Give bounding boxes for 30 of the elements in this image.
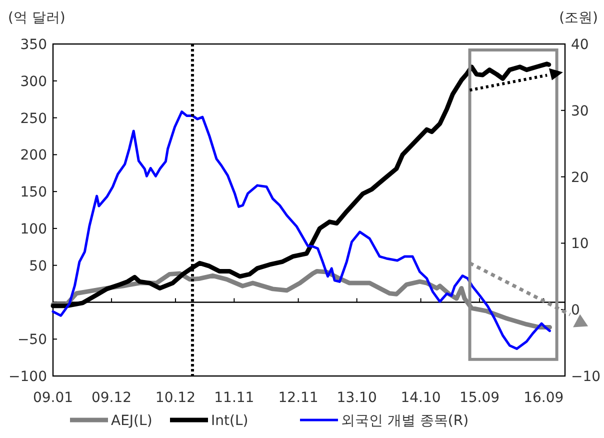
- x-tick-label: 15.09: [459, 390, 500, 406]
- x-tick-label: 10.12: [155, 390, 196, 406]
- x-tick-label: 09.12: [91, 390, 132, 406]
- x-tick-label: 14.10: [400, 390, 441, 406]
- y-tick-label: 150: [20, 184, 47, 201]
- y2-tick-label: 10: [571, 236, 589, 252]
- y-tick-label: −100: [8, 369, 47, 385]
- y-axis-title: (억 달러): [8, 10, 66, 26]
- x-tick-label: 13.10: [336, 390, 377, 406]
- legend-label: 외국인 개별 종목(R): [341, 413, 469, 429]
- line-series: [52, 110, 552, 350]
- x-tick-label: 12.11: [278, 390, 318, 406]
- y-tick-label: 300: [20, 74, 47, 90]
- legend-label: Int(L): [211, 413, 248, 429]
- legend-label: AEJ(L): [111, 413, 152, 429]
- y-tick-label: 250: [20, 110, 47, 127]
- y-tick-label: 100: [20, 221, 47, 238]
- x-tick-label: 16.09: [524, 390, 564, 406]
- y-tick-label: 200: [20, 148, 47, 164]
- y2-tick-label: 20: [571, 170, 589, 186]
- x-tick-label: 09.01: [32, 390, 74, 406]
- y2-tick-label: 30: [571, 103, 589, 120]
- y-tick-label: 50: [29, 258, 47, 274]
- y2-axis-title: (조원): [559, 10, 598, 26]
- y2-tick-label: 40: [571, 37, 589, 53]
- y2-tick-label: 0: [571, 302, 580, 319]
- y2-tick-label: −10: [571, 369, 601, 385]
- y-tick-label: −50: [17, 332, 47, 348]
- y-tick-label: 350: [20, 37, 47, 53]
- x-tick-label: 11.11: [214, 390, 254, 406]
